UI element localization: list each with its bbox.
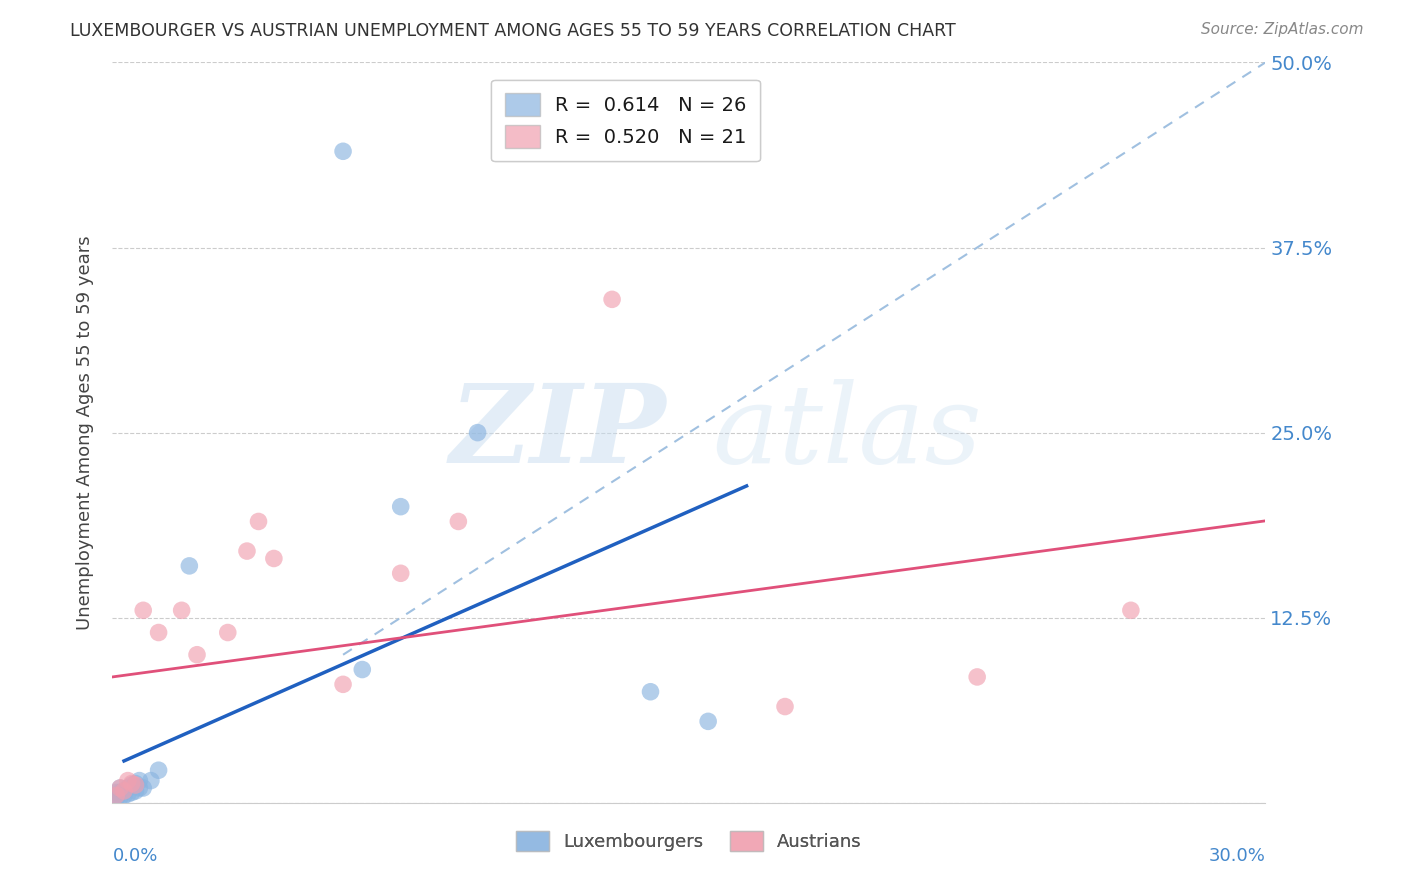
Point [105, 789, 128, 803]
Point [600, 293, 623, 307]
Point [332, 145, 354, 159]
Point [148, 625, 170, 640]
Point [697, 714, 720, 729]
Point [139, 773, 162, 788]
Point [124, 776, 146, 790]
Point [179, 558, 201, 573]
Y-axis label: Unemployment Among Ages 55 to 59 years: Unemployment Among Ages 55 to 59 years [76, 235, 94, 630]
Point [108, 785, 131, 799]
Point [389, 566, 412, 581]
Point [170, 603, 193, 617]
Point [247, 515, 270, 529]
Point [773, 699, 796, 714]
Text: Source: ZipAtlas.com: Source: ZipAtlas.com [1201, 22, 1364, 37]
Point [108, 780, 131, 795]
Point [105, 785, 128, 799]
Point [105, 791, 128, 805]
Point [112, 789, 135, 803]
Point [640, 685, 662, 699]
Point [236, 544, 259, 558]
Point [132, 603, 155, 617]
Text: ZIP: ZIP [450, 379, 666, 486]
Point [124, 784, 146, 798]
Point [112, 784, 135, 798]
Point [128, 773, 150, 788]
Point [105, 789, 128, 803]
Text: LUXEMBOURGER VS AUSTRIAN UNEMPLOYMENT AMONG AGES 55 TO 59 YEARS CORRELATION CHAR: LUXEMBOURGER VS AUSTRIAN UNEMPLOYMENT AM… [70, 22, 956, 40]
Point [108, 789, 131, 804]
Point [108, 780, 131, 795]
Point [132, 780, 155, 795]
Point [148, 763, 170, 777]
Point [1119, 603, 1142, 617]
Point [117, 780, 139, 795]
Point [352, 663, 374, 677]
Point [263, 551, 285, 566]
Point [332, 677, 354, 691]
Text: atlas: atlas [711, 379, 981, 486]
Point [217, 625, 239, 640]
Point [121, 778, 143, 792]
Point [447, 515, 470, 529]
Point [117, 787, 139, 801]
Point [186, 648, 208, 662]
Point [467, 425, 489, 440]
Legend: Luxembourgers, Austrians: Luxembourgers, Austrians [508, 822, 870, 861]
Point [124, 778, 146, 792]
Point [117, 773, 139, 788]
Point [121, 785, 143, 799]
Point [389, 500, 412, 514]
Point [121, 776, 143, 790]
Point [966, 670, 988, 684]
Point [112, 784, 135, 798]
Text: 0.0%: 0.0% [112, 847, 157, 865]
Point [128, 780, 150, 795]
Text: 30.0%: 30.0% [1209, 847, 1265, 865]
